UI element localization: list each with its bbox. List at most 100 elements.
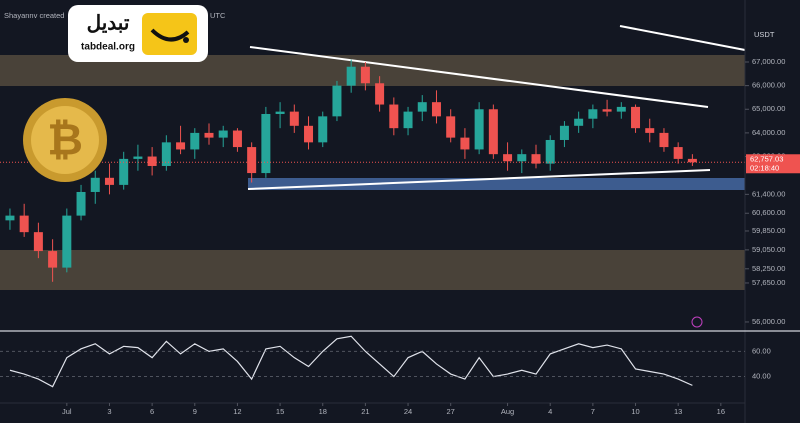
- candle-body: [346, 66, 356, 86]
- candle-body: [673, 147, 683, 159]
- x-tick-label: 24: [404, 407, 412, 416]
- currency: USDT: [754, 30, 775, 39]
- x-tick-label: 21: [361, 407, 369, 416]
- x-tick-label: 3: [107, 407, 111, 416]
- x-tick-label: Jul: [62, 407, 72, 416]
- candle-body: [503, 154, 513, 162]
- candle-body: [559, 125, 569, 140]
- author: Shayannv created: [4, 11, 64, 20]
- candle-body: [33, 232, 43, 252]
- candle-body: [218, 130, 228, 138]
- candle-body: [332, 85, 342, 117]
- candle-body: [403, 111, 413, 129]
- candle-body: [574, 118, 584, 126]
- candle-body: [304, 125, 314, 143]
- logo-icon: [150, 28, 190, 42]
- x-tick-label: 16: [717, 407, 725, 416]
- last-price-box: [746, 154, 800, 174]
- logo-name: تبدیل: [87, 12, 130, 34]
- rsi-line: [9, 335, 693, 388]
- trend-line: [247, 169, 711, 190]
- x-tick-label: 6: [150, 407, 154, 416]
- candle-body: [90, 177, 100, 192]
- x-tick-label: 10: [631, 407, 639, 416]
- x-tick-label: 7: [591, 407, 595, 416]
- candle-body: [48, 251, 58, 268]
- candle-body: [631, 106, 641, 129]
- candle-body: [5, 215, 15, 221]
- y-tick-label: 65,000.00: [752, 104, 785, 113]
- x-tick-label: 9: [193, 407, 197, 416]
- candle-body: [460, 137, 470, 150]
- countdown: 02:18:40: [750, 163, 779, 172]
- candle-body: [602, 109, 612, 112]
- logo-domain: tabdeal.org: [81, 42, 135, 53]
- candle-body: [588, 109, 598, 119]
- y-tick-label: 61,400.00: [752, 189, 785, 198]
- y-tick-label: 67,000.00: [752, 57, 785, 66]
- candle-body: [389, 104, 399, 129]
- candle-body: [531, 154, 541, 164]
- y-tick-label: 56,000.00: [752, 317, 785, 326]
- candle-body: [431, 102, 441, 117]
- candle-body: [19, 215, 29, 233]
- y-tick-label: 58,250.00: [752, 264, 785, 273]
- candle-body: [474, 109, 484, 150]
- candle-body: [247, 147, 257, 174]
- candle-body: [659, 132, 669, 148]
- candle-body: [318, 116, 328, 143]
- support-zone: [0, 250, 745, 290]
- logo: تبدیل tabdeal.org: [68, 5, 208, 62]
- timezone: UTC: [210, 11, 226, 20]
- trend-line: [249, 46, 709, 108]
- y-tick-label: 66,000.00: [752, 81, 785, 90]
- coin-icon: [31, 106, 99, 174]
- x-tick-label: 4: [548, 407, 552, 416]
- candle-body: [545, 139, 555, 164]
- alert-icon: [691, 316, 703, 328]
- candle-body: [161, 142, 171, 166]
- y-tick-label: 59,850.00: [752, 226, 785, 235]
- candle-body: [275, 111, 285, 114]
- candle-body: [190, 132, 200, 150]
- logo-icon: [142, 13, 197, 55]
- candle-body: [645, 128, 655, 133]
- candle-body: [176, 142, 186, 150]
- candle-body: [232, 130, 242, 148]
- last-price-label: 62,757.03: [750, 154, 783, 163]
- candle-body: [289, 111, 299, 126]
- x-tick-label: Aug: [501, 407, 514, 416]
- candle-body: [104, 177, 114, 185]
- candle-body: [616, 106, 626, 112]
- y-tick-label: 57,650.00: [752, 278, 785, 287]
- candle-body: [360, 66, 370, 84]
- candle-body: [204, 132, 214, 138]
- candle-body: [488, 109, 498, 155]
- y-tick-label: 64,000.00: [752, 128, 785, 137]
- candle-body: [417, 102, 427, 112]
- candle-body: [62, 215, 72, 268]
- trend-line: [619, 25, 746, 51]
- y-tick-label: 59,050.00: [752, 245, 785, 254]
- candle-body: [119, 158, 129, 185]
- candle-body: [147, 156, 157, 166]
- x-tick-label: 27: [447, 407, 455, 416]
- x-tick-label: 13: [674, 407, 682, 416]
- candle-body: [76, 191, 86, 216]
- blue-zone: [248, 178, 745, 190]
- candle-body: [446, 116, 456, 138]
- y-tick-label: 60.00: [752, 346, 771, 355]
- x-tick-label: 18: [319, 407, 327, 416]
- y-tick-label: 40.00: [752, 372, 771, 381]
- logo-icon: [183, 37, 189, 43]
- candle-body: [517, 154, 527, 162]
- coin-symbol: ₿: [47, 116, 83, 165]
- candle-body: [261, 113, 271, 174]
- x-tick-label: 12: [233, 407, 241, 416]
- candle-body: [375, 83, 385, 105]
- candle-body: [687, 158, 697, 163]
- y-tick-label: 60,600.00: [752, 208, 785, 217]
- plot: [0, 59, 745, 388]
- candle-body: [133, 156, 143, 159]
